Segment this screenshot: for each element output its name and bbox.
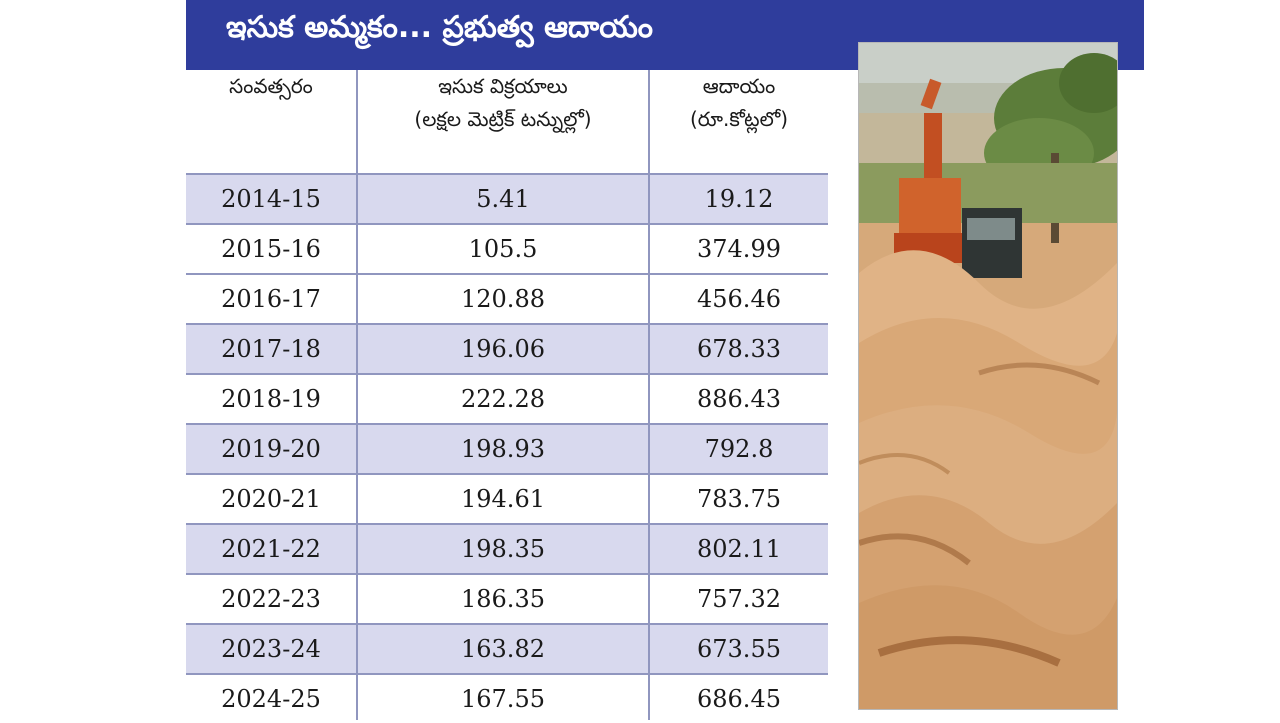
- header-revenue-label: ఆదాయం: [702, 74, 776, 98]
- revenue-cell: 792.8: [704, 435, 774, 463]
- sales-cell: 163.82: [461, 635, 545, 663]
- row-divider: [186, 373, 828, 375]
- table-row: 2024-25 167.55 686.45: [186, 675, 828, 723]
- column-divider: [356, 70, 358, 720]
- year-cell: 2016-17: [221, 285, 321, 313]
- table-row: 2020-21 194.61 783.75: [186, 475, 828, 523]
- table-row: 2016-17 120.88 456.46: [186, 275, 828, 323]
- revenue-cell: 783.75: [697, 485, 781, 513]
- header-year-label: సంవత్సరం: [229, 74, 313, 98]
- sales-cell: 5.41: [476, 185, 530, 213]
- page-title: ఇసుక అమ్మకం... ప్రభుత్వ ఆదాయం: [226, 10, 654, 45]
- sales-cell: 167.55: [461, 685, 545, 713]
- header-year: సంవత్సరం: [186, 70, 356, 175]
- revenue-cell: 802.11: [697, 535, 781, 563]
- sales-cell: 186.35: [461, 585, 545, 613]
- year-cell: 2015-16: [221, 235, 321, 263]
- year-cell: 2021-22: [221, 535, 321, 563]
- sand-sales-table: సంవత్సరం ఇసుక విక్రయాలు (లక్షల మెట్రిక్ …: [186, 70, 828, 723]
- revenue-cell: 686.45: [697, 685, 781, 713]
- revenue-cell: 19.12: [704, 185, 774, 213]
- revenue-cell: 757.32: [697, 585, 781, 613]
- sales-cell: 198.93: [461, 435, 545, 463]
- table-row: 2023-24 163.82 673.55: [186, 625, 828, 673]
- row-divider: [186, 223, 828, 225]
- header-sales: ఇసుక విక్రయాలు (లక్షల మెట్రిక్ టన్నుల్లో…: [358, 70, 648, 175]
- table-row: 2018-19 222.28 886.43: [186, 375, 828, 423]
- table-row: 2019-20 198.93 792.8: [186, 425, 828, 473]
- row-divider: [186, 573, 828, 575]
- sales-cell: 194.61: [461, 485, 545, 513]
- row-divider: [186, 523, 828, 525]
- year-cell: 2020-21: [221, 485, 321, 513]
- sales-cell: 196.06: [461, 335, 545, 363]
- table-row: 2015-16 105.5 374.99: [186, 225, 828, 273]
- year-cell: 2018-19: [221, 385, 321, 413]
- table-row: 2022-23 186.35 757.32: [186, 575, 828, 623]
- row-divider: [186, 473, 828, 475]
- row-divider: [186, 623, 828, 625]
- table-row: 2017-18 196.06 678.33: [186, 325, 828, 373]
- title-bar: ఇసుక అమ్మకం... ప్రభుత్వ ఆదాయం: [186, 0, 1144, 70]
- row-divider: [186, 423, 828, 425]
- sales-cell: 198.35: [461, 535, 545, 563]
- sales-cell: 120.88: [461, 285, 545, 313]
- revenue-cell: 374.99: [697, 235, 781, 263]
- header-revenue: ఆదాయం (రూ.కోట్లలో): [650, 70, 828, 175]
- sales-cell: 222.28: [461, 385, 545, 413]
- header-sales-unit: (లక్షల మెట్రిక్ టన్నుల్లో): [414, 107, 592, 131]
- column-divider: [648, 70, 650, 720]
- row-divider: [186, 273, 828, 275]
- sand-mining-photo: [858, 42, 1118, 710]
- row-divider: [186, 673, 828, 675]
- year-cell: 2017-18: [221, 335, 321, 363]
- year-cell: 2014-15: [221, 185, 321, 213]
- year-cell: 2019-20: [221, 435, 321, 463]
- header-revenue-unit: (రూ.కోట్లలో): [689, 107, 789, 131]
- year-cell: 2022-23: [221, 585, 321, 613]
- header-sales-label: ఇసుక విక్రయాలు: [438, 74, 568, 98]
- table-row: 2014-15 5.41 19.12: [186, 175, 828, 223]
- revenue-cell: 456.46: [697, 285, 781, 313]
- sales-cell: 105.5: [468, 235, 538, 263]
- revenue-cell: 673.55: [697, 635, 781, 663]
- year-cell: 2023-24: [221, 635, 321, 663]
- row-divider: [186, 323, 828, 325]
- revenue-cell: 886.43: [697, 385, 781, 413]
- year-cell: 2024-25: [221, 685, 321, 713]
- table-row: 2021-22 198.35 802.11: [186, 525, 828, 573]
- revenue-cell: 678.33: [697, 335, 781, 363]
- row-divider: [186, 173, 828, 175]
